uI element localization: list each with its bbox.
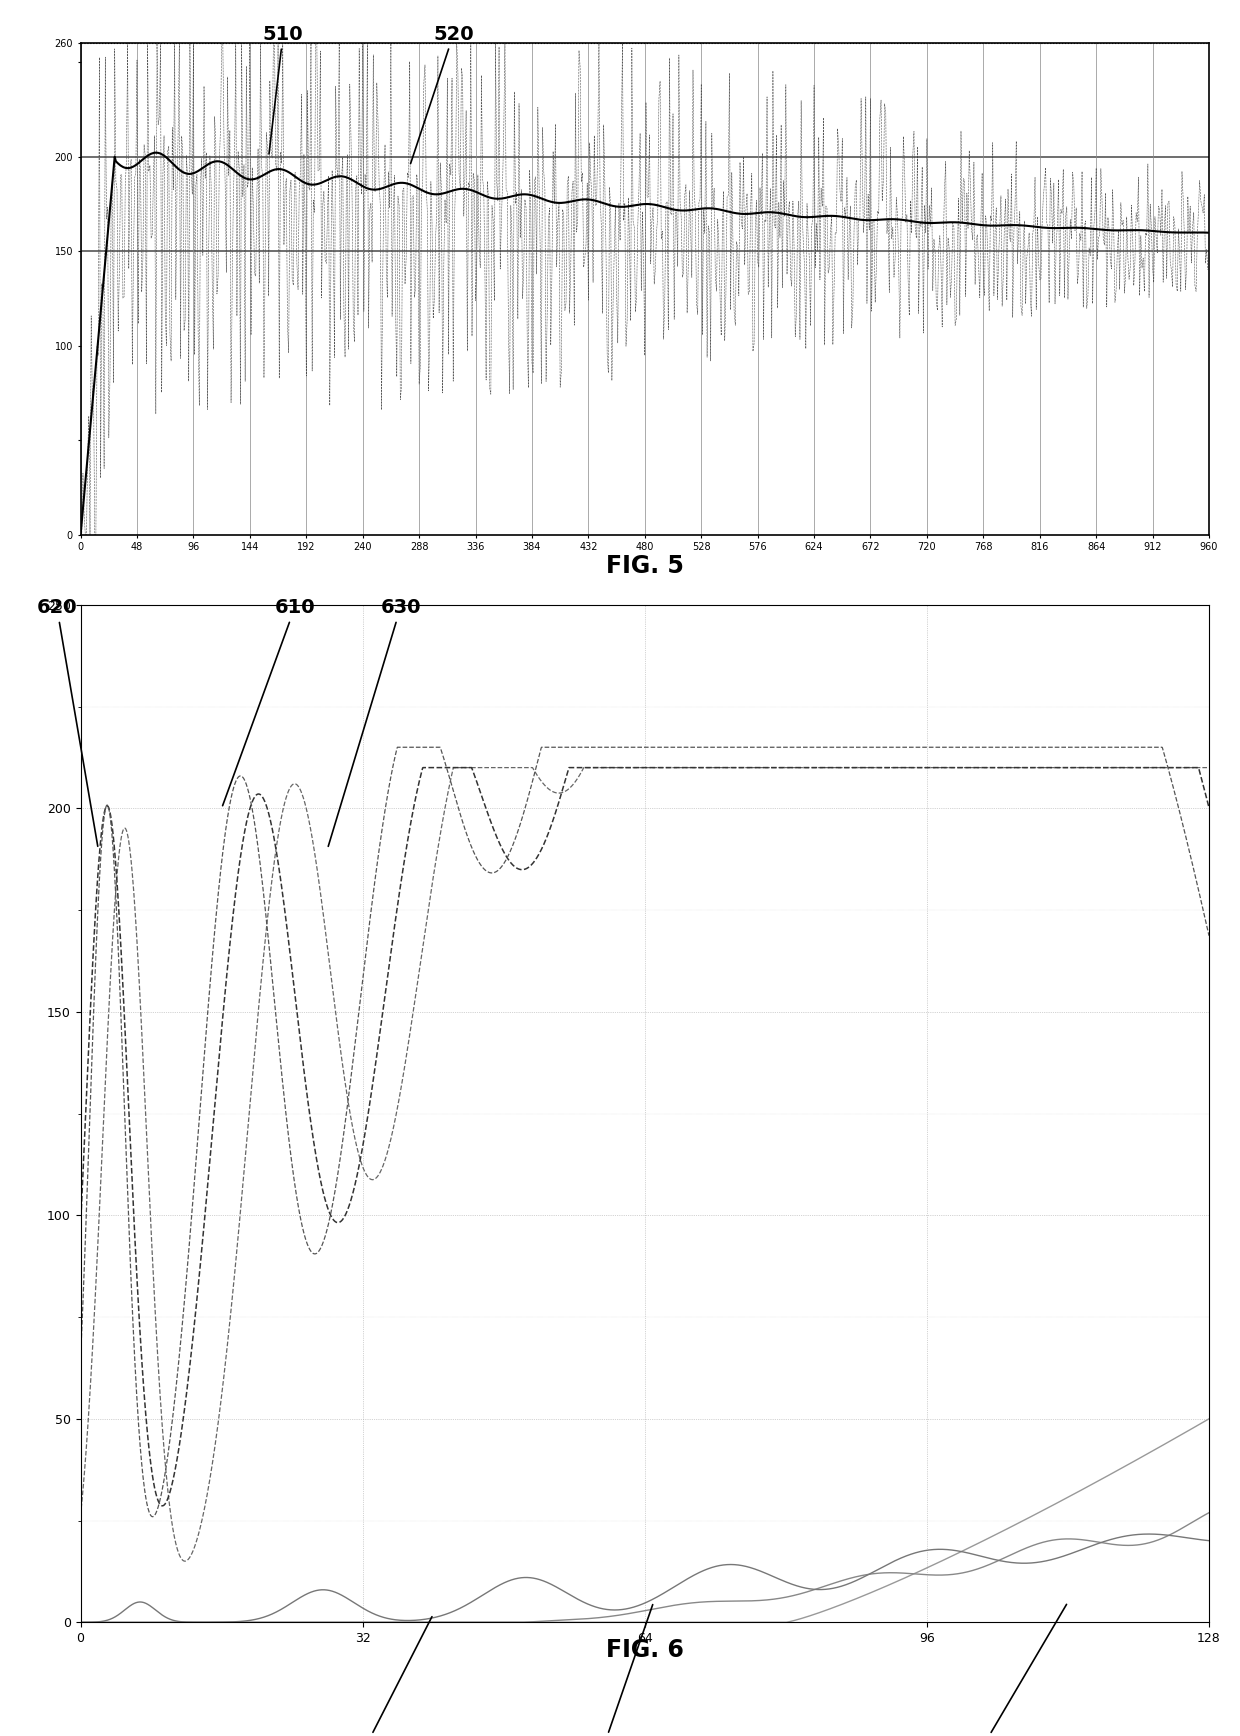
Text: 650: 650 [583,1604,652,1736]
Text: 630: 630 [329,597,420,847]
Text: FIG. 6: FIG. 6 [606,1639,683,1661]
Text: 520: 520 [410,24,474,163]
Text: 610: 610 [223,597,315,806]
Text: 510: 510 [263,24,304,155]
Text: FIG. 5: FIG. 5 [606,554,683,578]
Text: 660: 660 [962,1604,1066,1736]
Text: 640: 640 [345,1616,432,1736]
Text: 620: 620 [36,597,98,845]
